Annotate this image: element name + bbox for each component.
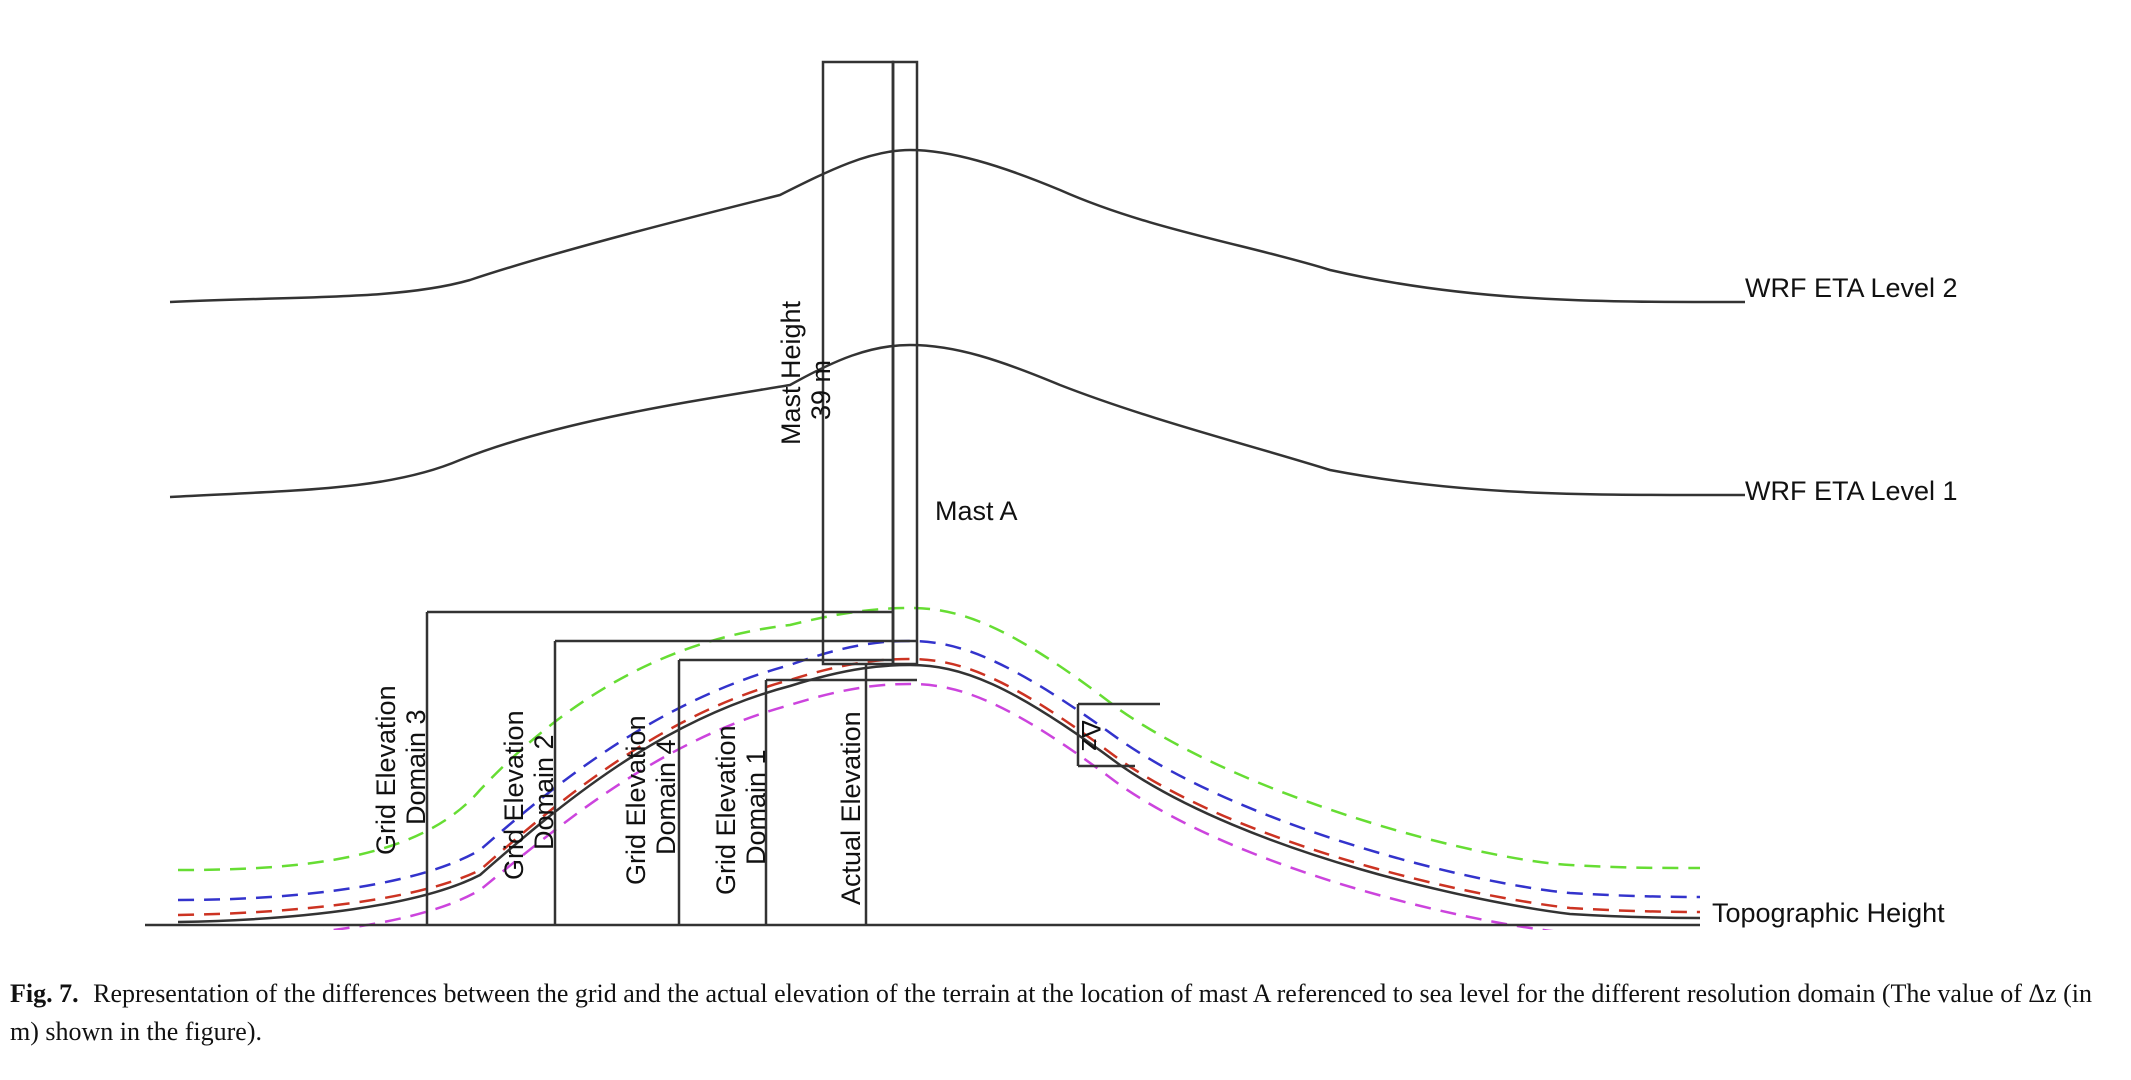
figure-caption: Fig. 7. Representation of the difference… bbox=[10, 975, 2120, 1051]
grid-elevation-domain3-domain: Domain 3 bbox=[401, 709, 431, 825]
mast-a-label: Mast A bbox=[935, 496, 1018, 526]
grid-elevation-domain1-domain: Domain 1 bbox=[741, 749, 771, 865]
actual-elevation-label: Actual Elevation bbox=[836, 711, 866, 905]
delta-z-label: Δz bbox=[1076, 720, 1106, 752]
figure-caption-text: Representation of the differences betwee… bbox=[10, 979, 2093, 1046]
eta-level-2-label: WRF ETA Level 2 bbox=[1745, 273, 1958, 303]
domain3-curve bbox=[177, 606, 1701, 872]
grid-elevation-domain3-label: Grid Elevation bbox=[371, 685, 401, 855]
grid-elevation-domain1-label: Grid Elevation bbox=[711, 725, 741, 895]
grid-elevation-domain2-label: Grid Elevation bbox=[499, 710, 529, 880]
mast-height-value: 39 m bbox=[806, 360, 836, 420]
figure-number: Fig. 7. bbox=[10, 979, 79, 1008]
grid-elevation-domain4-label: Grid Elevation bbox=[621, 715, 651, 885]
grid-elevation-domain4-domain: Domain 4 bbox=[651, 739, 681, 855]
elevation-diagram: WRF ETA Level 2 WRF ETA Level 1 Topograp… bbox=[145, 60, 1958, 930]
mast-height-label: Mast Height bbox=[776, 300, 806, 445]
eta-level-2-curve bbox=[169, 148, 1711, 304]
grid-elevation-domain2-domain: Domain 2 bbox=[529, 734, 559, 850]
topographic-height-label: Topographic Height bbox=[1712, 898, 1945, 928]
eta-level-1-curve bbox=[169, 343, 1711, 499]
mast-a-box bbox=[891, 60, 919, 666]
domain4-curve bbox=[322, 682, 1554, 930]
eta-level-1-label: WRF ETA Level 1 bbox=[1745, 476, 1958, 506]
